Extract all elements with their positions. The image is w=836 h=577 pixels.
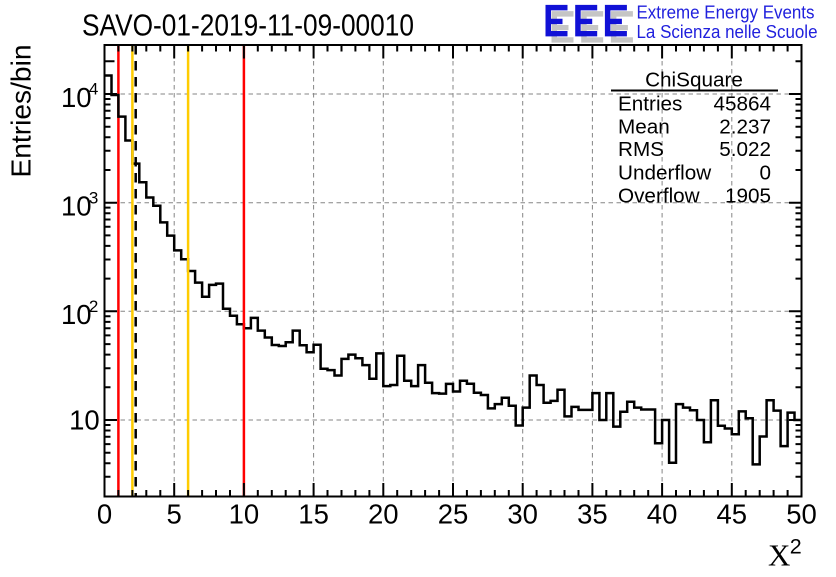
svg-text:20: 20 (368, 498, 399, 529)
svg-text:15: 15 (298, 498, 329, 529)
svg-text:40: 40 (647, 498, 678, 529)
svg-text:La Scienza nelle Scuole: La Scienza nelle Scuole (637, 21, 818, 42)
svg-text:5.022: 5.022 (719, 138, 771, 161)
svg-text:45864: 45864 (713, 93, 771, 116)
svg-text:25: 25 (438, 498, 469, 529)
svg-text:3: 3 (89, 188, 98, 207)
svg-text:SAVO-01-2019-11-09-00010: SAVO-01-2019-11-09-00010 (82, 8, 414, 43)
svg-text:35: 35 (577, 498, 608, 529)
svg-text:Overflow: Overflow (618, 185, 700, 208)
svg-text:Entries/bin: Entries/bin (5, 44, 36, 177)
svg-text:30: 30 (507, 498, 538, 529)
svg-text:X: X (768, 537, 790, 572)
svg-text:5: 5 (167, 498, 182, 529)
svg-text:0: 0 (759, 162, 771, 185)
svg-text:10: 10 (229, 498, 260, 529)
svg-text:Underflow: Underflow (618, 162, 711, 185)
svg-text:ChiSquare: ChiSquare (645, 69, 743, 92)
svg-text:10: 10 (69, 405, 100, 436)
svg-text:50: 50 (786, 498, 817, 529)
svg-text:Mean: Mean (618, 116, 670, 139)
svg-text:1905: 1905 (725, 185, 771, 208)
svg-text:Entries: Entries (618, 93, 682, 116)
svg-text:4: 4 (89, 80, 98, 99)
svg-text:2.237: 2.237 (719, 116, 771, 139)
svg-text:0: 0 (97, 498, 112, 529)
svg-text:10: 10 (61, 82, 92, 113)
svg-text:45: 45 (717, 498, 748, 529)
svg-text:2: 2 (790, 534, 802, 558)
svg-text:10: 10 (61, 299, 92, 330)
svg-text:RMS: RMS (618, 138, 664, 161)
svg-text:10: 10 (61, 191, 92, 222)
svg-text:Extreme Energy Events: Extreme Energy Events (637, 1, 815, 22)
svg-text:2: 2 (89, 297, 98, 316)
